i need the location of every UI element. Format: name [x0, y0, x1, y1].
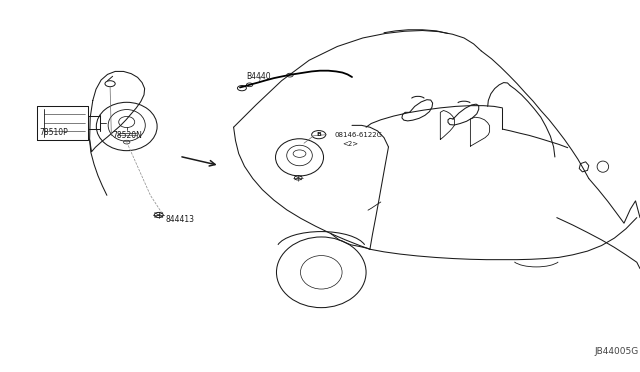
Text: B: B — [316, 132, 321, 137]
Text: <2>: <2> — [342, 141, 358, 147]
Text: JB44005G: JB44005G — [595, 347, 639, 356]
Text: 844413: 844413 — [165, 215, 194, 224]
Text: B4440: B4440 — [246, 72, 270, 81]
Text: 78510P: 78510P — [40, 128, 68, 137]
Text: 78520N: 78520N — [112, 131, 142, 140]
Text: 08146-6122G: 08146-6122G — [335, 132, 383, 138]
